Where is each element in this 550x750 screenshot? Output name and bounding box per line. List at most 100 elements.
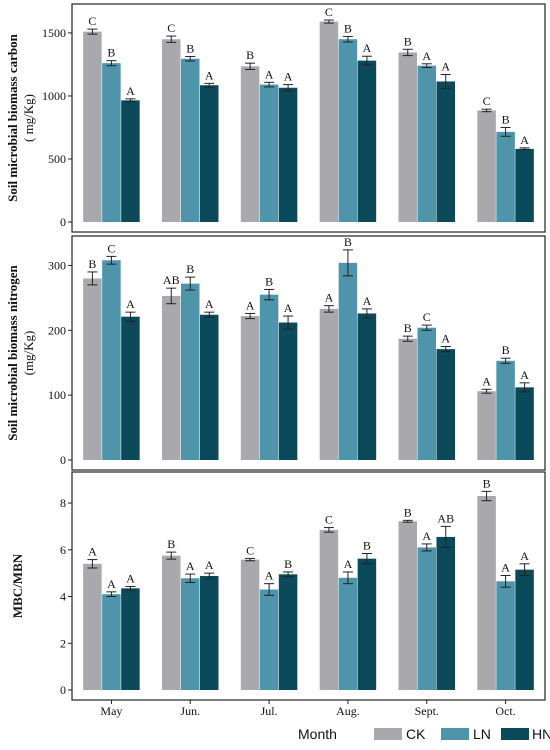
significance-letter: C xyxy=(107,241,115,255)
significance-letter: B xyxy=(502,343,510,357)
significance-letter: C xyxy=(88,14,96,28)
bar-ln xyxy=(259,589,279,690)
bar-hn xyxy=(200,314,219,460)
significance-letter: B xyxy=(107,46,115,60)
significance-letter: A xyxy=(126,84,135,98)
significance-letter: A xyxy=(107,577,116,591)
bar-ln xyxy=(259,294,279,460)
panel-frame xyxy=(71,235,546,471)
significance-letter: C xyxy=(325,513,333,527)
bar-hn xyxy=(121,316,140,460)
significance-letter: A xyxy=(88,545,97,559)
bar-ln xyxy=(496,131,515,222)
bar-ln xyxy=(181,578,200,690)
significance-letter: B xyxy=(404,321,412,335)
significance-letter: B xyxy=(246,48,254,62)
bar-ck xyxy=(240,316,260,460)
bar-ln xyxy=(102,63,121,222)
significance-letter: C xyxy=(325,5,333,19)
bar-ln xyxy=(496,581,515,690)
bar-hn xyxy=(436,349,455,460)
bar-hn xyxy=(278,87,298,222)
y-axis-unit: ( mg/Kg) xyxy=(21,94,36,142)
panel-1: 0 500 1000 1500 Soil microbial biomass carbo… xyxy=(5,3,546,233)
bar-ln xyxy=(417,65,436,222)
y-tick-label: 0 xyxy=(60,683,66,697)
significance-letter: A xyxy=(363,41,372,55)
bar-ck xyxy=(162,555,181,690)
significance-letter: A xyxy=(422,529,431,543)
legend-swatch-ln xyxy=(441,728,469,740)
bar-hn xyxy=(200,85,219,222)
y-tick-label: 100 xyxy=(48,388,66,402)
significance-letter: A xyxy=(205,297,214,311)
y-axis-unit: (mg/Kg) xyxy=(21,331,36,376)
significance-letter: A xyxy=(441,332,450,346)
y-tick-label: 0 xyxy=(60,453,66,467)
bar-hn xyxy=(278,574,298,690)
bar-ck xyxy=(398,52,417,222)
bar-ck xyxy=(319,21,339,223)
bar-ln xyxy=(102,260,121,460)
x-tick-label: Jul. xyxy=(261,704,278,718)
significance-letter: A xyxy=(205,68,214,82)
bar-ck xyxy=(477,110,496,222)
bar-ln xyxy=(496,360,515,460)
legend-label-hn: HN xyxy=(532,726,550,742)
significance-letter: B xyxy=(186,262,194,276)
bar-ck xyxy=(398,521,417,690)
bar-hn xyxy=(436,536,455,690)
bar-ck xyxy=(162,39,181,222)
bar-ln xyxy=(338,577,358,690)
significance-letter: A xyxy=(482,374,491,388)
significance-letter: B xyxy=(363,539,371,553)
bar-ck xyxy=(240,559,260,690)
significance-letter: B xyxy=(344,21,352,35)
significance-letter: A xyxy=(284,301,293,315)
bar-hn xyxy=(121,100,140,222)
bar-ln xyxy=(417,327,436,460)
panel-frame xyxy=(71,471,546,701)
significance-letter: A xyxy=(441,60,450,74)
significance-letter: A xyxy=(520,133,529,147)
significance-letter: A xyxy=(422,49,431,63)
significance-letter: B xyxy=(344,235,352,249)
y-axis-label: Soil microbial biomass nitrogen xyxy=(5,265,20,441)
y-tick-label: 200 xyxy=(48,323,66,337)
bar-ck xyxy=(319,308,339,460)
y-tick-label: 4 xyxy=(60,590,66,604)
significance-letter: B xyxy=(404,505,412,519)
significance-letter: A xyxy=(520,368,529,382)
bar-ln xyxy=(338,262,358,460)
significance-letter: AB xyxy=(437,511,454,525)
bar-hn xyxy=(436,81,455,223)
bar-ln xyxy=(181,58,200,223)
significance-letter: A xyxy=(246,298,255,312)
legend: Month CK LN HN xyxy=(298,726,550,742)
significance-letter: C xyxy=(483,94,491,108)
significance-letter: B xyxy=(502,112,510,126)
x-tick-label: Jun. xyxy=(180,704,200,718)
significance-letter: B xyxy=(186,41,194,55)
bar-ck xyxy=(83,31,102,223)
legend-title: Month xyxy=(298,726,337,742)
significance-letter: A xyxy=(126,571,135,585)
bar-ck xyxy=(319,529,339,690)
y-axis-label: MBC/MBN xyxy=(10,553,25,618)
y-tick-label: 0 xyxy=(60,215,66,229)
legend-swatch-ck xyxy=(374,728,402,740)
x-tick-label: Sept. xyxy=(415,704,439,718)
y-tick-label: 1500 xyxy=(42,26,66,40)
bar-hn xyxy=(357,313,377,460)
bar-ck xyxy=(477,496,496,690)
significance-letter: C xyxy=(246,543,254,557)
bar-ck xyxy=(477,391,496,460)
panel-frame xyxy=(71,3,546,233)
y-tick-label: 6 xyxy=(60,543,66,557)
bar-hn xyxy=(357,558,377,690)
significance-letter: C xyxy=(167,21,175,35)
significance-letter: B xyxy=(483,476,491,490)
significance-letter: A xyxy=(126,297,135,311)
bar-ck xyxy=(162,295,181,460)
